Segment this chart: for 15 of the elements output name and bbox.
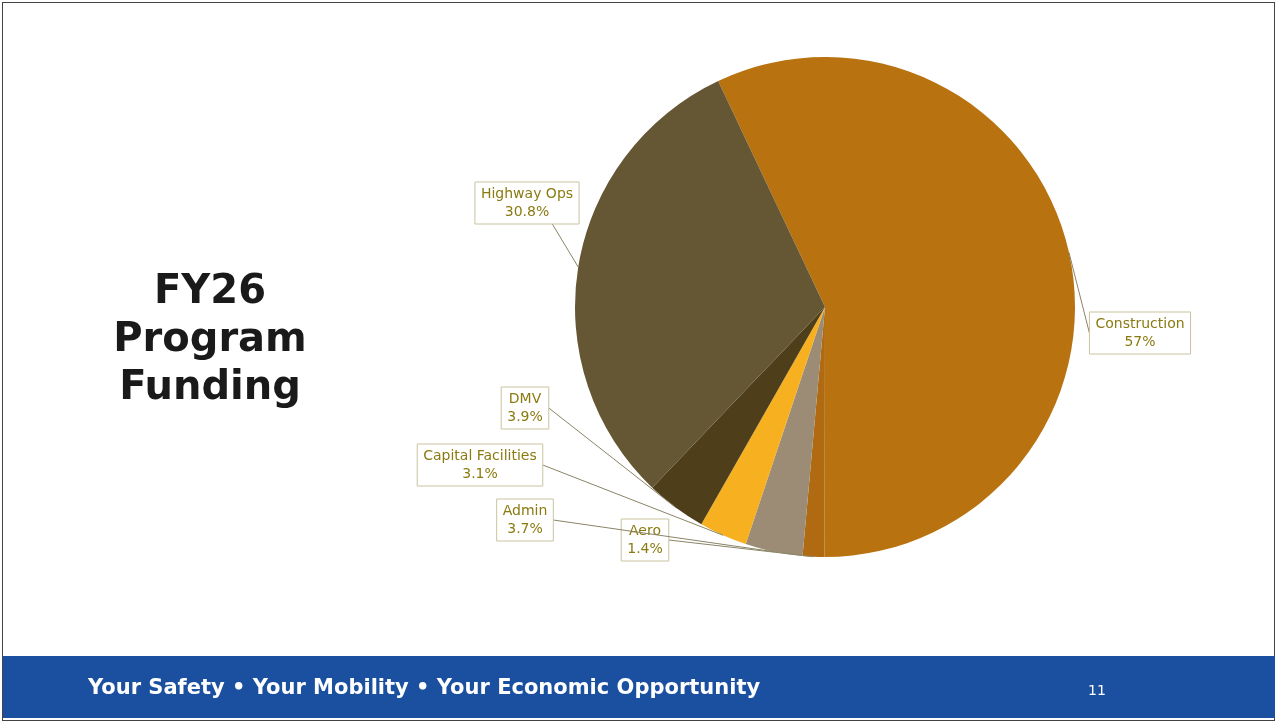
slice-label: Aero <box>629 521 661 538</box>
data-label: 30.8% <box>504 202 550 219</box>
slice-label: Construction <box>1095 314 1185 331</box>
data-label: 1.4% <box>627 539 663 556</box>
slice-label: Admin <box>502 501 548 518</box>
data-label: 3.1% <box>462 464 498 481</box>
data-label: 3.7% <box>507 519 543 536</box>
text: 11 <box>1088 682 1106 698</box>
slice-label: Capital Facilities <box>423 446 537 463</box>
data-label: 57% <box>1124 332 1156 349</box>
data-label: 3.9% <box>507 407 543 424</box>
slice-label: Highway Ops <box>480 184 574 201</box>
slice-label: DMV <box>508 389 542 406</box>
text: FY26 Program Funding <box>112 265 308 409</box>
text: Your Safety • Your Mobility • Your Economic Opportunity <box>88 675 761 699</box>
